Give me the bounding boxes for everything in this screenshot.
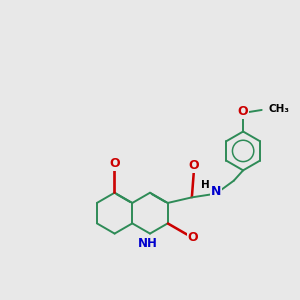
- Text: O: O: [188, 231, 198, 244]
- Text: O: O: [188, 159, 199, 172]
- Text: H: H: [201, 181, 210, 190]
- Text: NH: NH: [138, 238, 158, 250]
- Text: O: O: [109, 157, 120, 170]
- Text: N: N: [211, 185, 221, 198]
- Text: O: O: [238, 105, 248, 118]
- Text: CH₃: CH₃: [268, 104, 290, 114]
